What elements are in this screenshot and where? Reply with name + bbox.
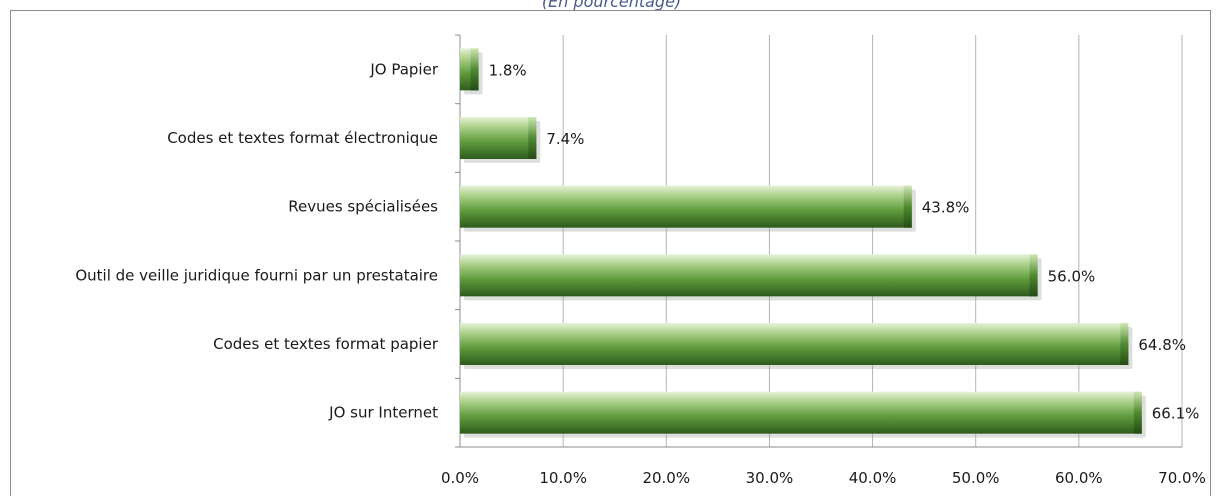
- x-tick-label: 20.0%: [642, 469, 690, 487]
- bar-cap: [1030, 254, 1038, 296]
- category-label: Codes et textes format papier: [213, 335, 439, 353]
- data-label: 56.0%: [1048, 267, 1096, 285]
- data-label: 66.1%: [1152, 405, 1200, 423]
- x-tick-label: 50.0%: [952, 469, 1000, 487]
- x-tick-label: 0.0%: [441, 469, 479, 487]
- bar: [460, 392, 1142, 434]
- category-label: Outil de veille juridique fourni par un …: [75, 266, 438, 284]
- bar-cap: [904, 186, 912, 228]
- bar-cap: [1134, 392, 1142, 434]
- x-tick-label: 70.0%: [1158, 469, 1206, 487]
- data-label: 7.4%: [546, 130, 584, 148]
- category-label: JO sur Internet: [328, 404, 438, 422]
- bar-cap: [1120, 323, 1128, 365]
- category-label: Revues spécialisées: [288, 198, 438, 216]
- category-label: Codes et textes format électronique: [167, 129, 438, 147]
- bar-cap: [471, 48, 479, 90]
- x-tick-label: 40.0%: [849, 469, 897, 487]
- x-tick-label: 30.0%: [746, 469, 794, 487]
- data-label: 1.8%: [489, 61, 527, 79]
- bar: [460, 254, 1038, 296]
- bar-cap: [528, 117, 536, 159]
- bar: [460, 186, 912, 228]
- bar: [460, 117, 536, 159]
- data-label: 43.8%: [922, 199, 970, 217]
- data-label: 64.8%: [1138, 336, 1186, 354]
- category-label: JO Papier: [369, 60, 438, 78]
- x-tick-label: 10.0%: [539, 469, 587, 487]
- x-tick-label: 60.0%: [1055, 469, 1103, 487]
- bar: [460, 323, 1128, 365]
